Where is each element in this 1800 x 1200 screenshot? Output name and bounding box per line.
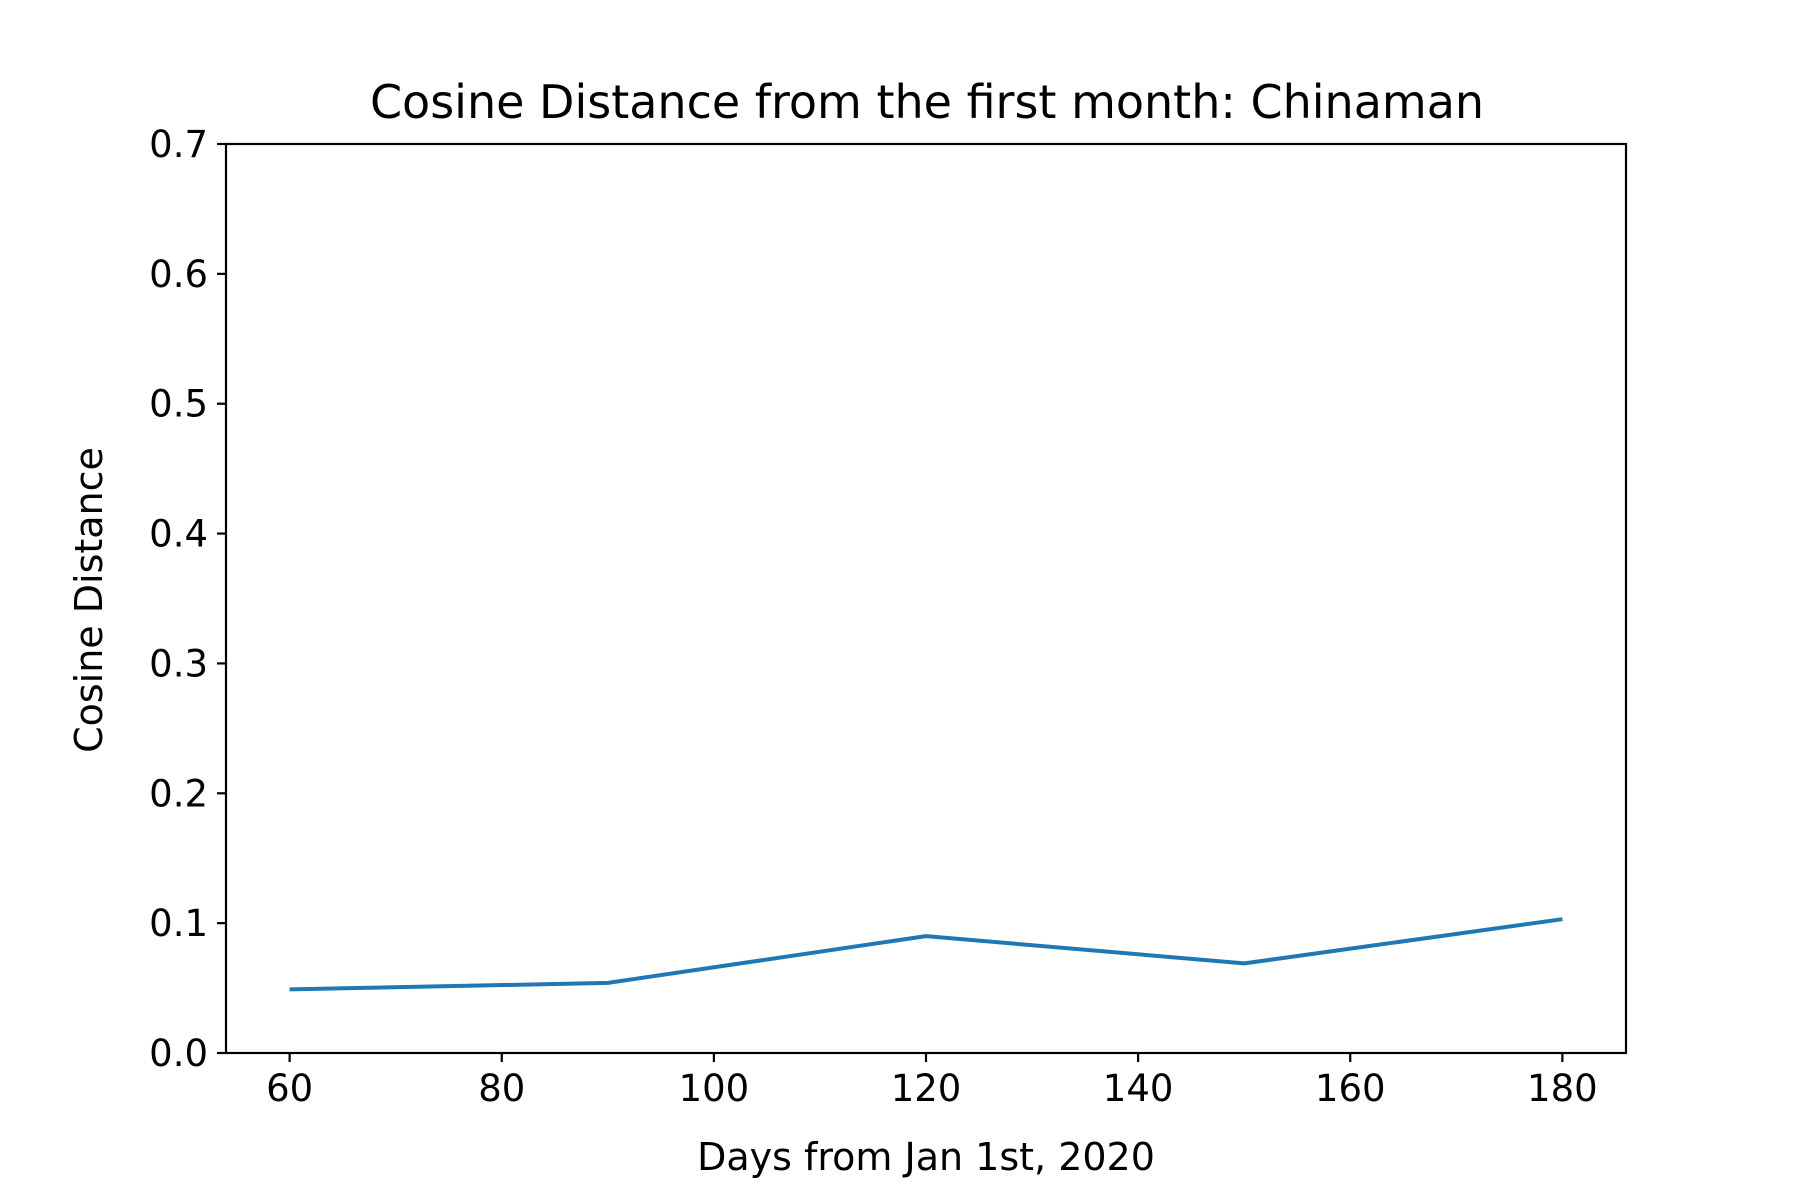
series-layer: [289, 917, 1563, 992]
y-axis-label: Cosine Distance: [67, 447, 111, 753]
y-tick-label: 0.7: [149, 123, 208, 166]
y-tick-label: 0.0: [149, 1032, 208, 1075]
x-axis-label: Days from Jan 1st, 2020: [697, 1135, 1155, 1179]
x-tick-label: 120: [891, 1067, 962, 1110]
chart-title: Cosine Distance from the first month: Ch…: [370, 75, 1484, 129]
x-tick-label: 140: [1103, 1067, 1174, 1110]
x-tick-label: 60: [266, 1067, 313, 1110]
plot-frame: [224, 142, 1628, 1055]
x-tick-label: 160: [1315, 1067, 1386, 1110]
plot-area: [224, 142, 1628, 1055]
y-tick-label: 0.5: [149, 383, 208, 426]
series-line: [289, 917, 1563, 992]
y-axis: 0.0 0.1 0.2 0.3 0.4 0.5 0.6 0.7: [149, 123, 226, 1075]
y-tick-label: 0.6: [149, 253, 208, 296]
y-tick-label: 0.3: [149, 642, 208, 685]
y-tick-label: 0.1: [149, 902, 208, 945]
x-tick-label: 100: [679, 1067, 750, 1110]
x-axis: 60 80 100 120 140 160 180: [266, 1053, 1598, 1110]
y-tick-label: 0.4: [149, 513, 208, 556]
y-tick-label: 0.2: [149, 772, 208, 815]
x-tick-label: 180: [1527, 1067, 1598, 1110]
x-tick-label: 80: [478, 1067, 525, 1110]
